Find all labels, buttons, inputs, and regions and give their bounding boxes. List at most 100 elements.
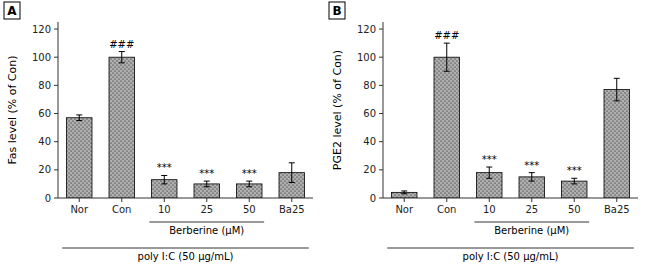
bars <box>67 52 305 198</box>
x-tick <box>531 198 532 202</box>
y-tick <box>379 113 383 114</box>
figure: ###*********020406080100120NorCon102550B… <box>0 0 650 279</box>
x-tick <box>404 198 405 202</box>
bracket-label: poly I:C (50 μg/mL) <box>138 251 234 262</box>
x-tick <box>489 198 490 202</box>
y-tick-label: 80 <box>363 80 376 91</box>
x-tick-label: Nor <box>70 204 89 215</box>
y-axis-label: PGE2 level (% of Con) <box>331 50 344 170</box>
x-axis <box>383 198 638 199</box>
significance-label: *** <box>242 168 257 179</box>
y-axis <box>58 22 59 198</box>
x-tick-label: Con <box>112 204 131 215</box>
error-bar <box>529 173 535 181</box>
error-bar <box>204 181 210 187</box>
x-tick-label: Nor <box>395 204 414 215</box>
significance-label: *** <box>524 160 539 171</box>
significance-label: *** <box>567 165 582 176</box>
bracket-line <box>62 248 309 249</box>
bar <box>604 90 630 198</box>
error-bar <box>401 191 407 194</box>
y-tick <box>54 57 58 58</box>
y-tick <box>54 85 58 86</box>
bracket-label: Berberine (μM) <box>494 225 569 236</box>
y-tick <box>379 85 383 86</box>
error-bar <box>76 115 82 121</box>
error-bar <box>571 178 577 184</box>
x-tick <box>446 198 447 202</box>
x-tick-label: 10 <box>158 204 171 215</box>
y-axis-label: Fas level (% of Con) <box>6 56 19 165</box>
bracket-line <box>149 222 264 223</box>
panel-label: A <box>7 4 17 18</box>
y-tick <box>379 141 383 142</box>
y-tick-label: 20 <box>38 164 51 175</box>
error-bar <box>444 43 450 71</box>
x-tick <box>164 198 165 202</box>
bracket-line <box>474 222 589 223</box>
x-tick-label: 25 <box>200 204 213 215</box>
x-tick-label: Con <box>437 204 456 215</box>
error-bar <box>119 52 125 63</box>
error-bar <box>289 163 295 183</box>
y-tick-label: 20 <box>363 164 376 175</box>
y-tick-label: 60 <box>38 108 51 119</box>
bars <box>392 43 630 198</box>
y-tick-label: 120 <box>32 24 51 35</box>
significance-label: *** <box>482 154 497 165</box>
y-tick-label: 0 <box>45 193 51 204</box>
significance-label: *** <box>157 162 172 173</box>
y-tick-label: 40 <box>38 136 51 147</box>
y-tick <box>54 169 58 170</box>
x-tick-label: Ba25 <box>604 204 630 215</box>
error-bar <box>246 181 252 187</box>
bracket-label: Berberine (μM) <box>169 225 244 236</box>
bar <box>67 118 93 198</box>
x-tick <box>79 198 80 202</box>
x-tick <box>206 198 207 202</box>
bracket-label: poly I:C (50 μg/mL) <box>463 251 559 262</box>
y-tick <box>379 57 383 58</box>
y-tick-label: 100 <box>357 52 376 63</box>
x-tick-label: Ba25 <box>279 204 305 215</box>
x-tick-label: 25 <box>525 204 538 215</box>
x-tick <box>249 198 250 202</box>
y-tick <box>379 198 383 199</box>
significance-label: *** <box>199 168 214 179</box>
y-tick-label: 60 <box>363 108 376 119</box>
error-bar <box>161 175 167 183</box>
panel-label: B <box>332 4 341 18</box>
panel-label-box <box>329 2 345 19</box>
y-tick-label: 120 <box>357 24 376 35</box>
panel: ### *** *** *** 0 20 40 60 80 100 120 Nor Con 10 25 50 B… <box>4 2 313 262</box>
y-tick-label: 80 <box>38 80 51 91</box>
y-tick-label: 40 <box>363 136 376 147</box>
x-tick-label: 50 <box>568 204 581 215</box>
bar <box>109 57 135 198</box>
y-tick <box>54 141 58 142</box>
bar <box>434 57 460 198</box>
x-tick <box>616 198 617 202</box>
y-tick-label: 100 <box>32 52 51 63</box>
y-tick <box>54 113 58 114</box>
significance-label: ### <box>434 30 459 41</box>
panel-label-box <box>4 2 20 19</box>
error-bar <box>614 78 620 101</box>
x-tick <box>291 198 292 202</box>
y-tick <box>54 29 58 30</box>
y-tick <box>379 29 383 30</box>
y-tick <box>54 198 58 199</box>
bracket-line <box>387 248 634 249</box>
x-tick-label: 10 <box>483 204 496 215</box>
x-tick-label: 50 <box>243 204 256 215</box>
y-axis <box>383 22 384 198</box>
x-tick <box>121 198 122 202</box>
panel: ### *** *** *** 0 20 40 60 80 100 120 Nor Con 10 25 50 B… <box>329 2 638 262</box>
x-axis <box>58 198 313 199</box>
bar <box>562 181 588 198</box>
error-bar <box>486 167 492 178</box>
y-tick-label: 0 <box>370 193 376 204</box>
y-tick <box>379 169 383 170</box>
significance-label: ### <box>109 39 134 50</box>
x-tick <box>574 198 575 202</box>
